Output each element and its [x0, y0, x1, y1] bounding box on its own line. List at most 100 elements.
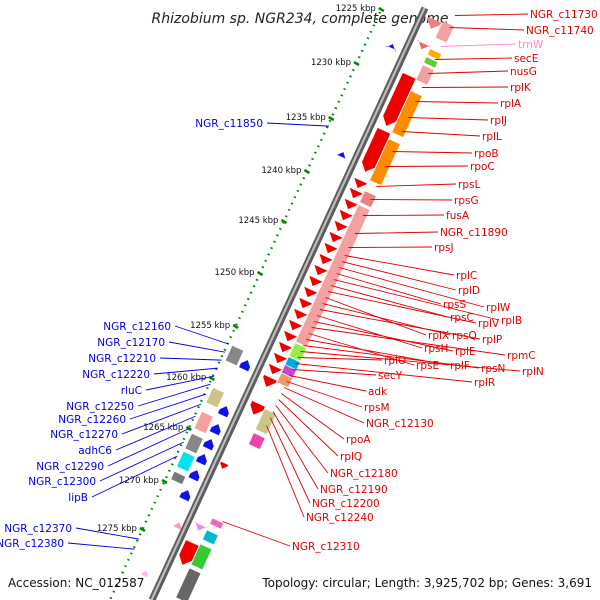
gene-arrow	[299, 297, 313, 309]
gene-arrow	[250, 400, 265, 415]
tick-label: 1275 kbp	[97, 524, 137, 534]
gene-label-fusa[interactable]: fusA	[446, 210, 470, 222]
right-leader-line	[354, 231, 439, 234]
tick-mark	[328, 115, 335, 122]
gene-label-ngr_c12250[interactable]: NGR_c12250	[66, 401, 134, 413]
gene-label-rplj[interactable]: rplJ	[490, 115, 507, 127]
right-leader-line	[333, 279, 500, 321]
right-leader-line	[415, 101, 499, 104]
gene-label-rplo[interactable]: rplO	[384, 355, 406, 367]
gene-arrow	[274, 352, 287, 364]
gene-label-ngr_c12130[interactable]: NGR_c12130	[366, 418, 434, 430]
gene-label-ngr_c12260[interactable]: NGR_c12260	[58, 414, 126, 426]
gene-label-nusg[interactable]: nusG	[510, 66, 537, 78]
gene-label-rpss[interactable]: rpsS	[443, 299, 466, 311]
gene-label-ngr_c12300[interactable]: NGR_c12300	[28, 476, 96, 488]
gene-label-ngr_c12270[interactable]: NGR_c12270	[50, 429, 118, 441]
gene-label-rpsg[interactable]: rpsG	[454, 195, 479, 207]
gene-label-rpob[interactable]: rpoB	[474, 148, 499, 160]
gene-label-ngr_c12310[interactable]: NGR_c12310	[292, 541, 360, 553]
left-leader-line	[91, 455, 178, 498]
gene-label-sece[interactable]: secE	[514, 53, 538, 65]
tick-mark	[232, 323, 239, 330]
gene-label-rpsm[interactable]: rpsM	[364, 402, 390, 414]
gene-label-rpsh[interactable]: rpsH	[424, 343, 448, 355]
gene-label-rpld[interactable]: rplD	[458, 285, 480, 297]
gene-block	[225, 345, 244, 366]
gene-label-rpsj[interactable]: rpsJ	[434, 242, 454, 254]
gene-label-rpsq[interactable]: rpsQ	[452, 330, 477, 342]
gene-label-rplb[interactable]: rplB	[501, 315, 522, 327]
right-leader-line	[311, 327, 506, 356]
left-leader-line	[107, 427, 191, 467]
right-leader-line	[286, 381, 363, 408]
gene-label-ngr_c12210[interactable]: NGR_c12210	[88, 353, 156, 365]
left-leader-line	[137, 383, 211, 407]
gene-label-rluc[interactable]: rluC	[121, 385, 142, 397]
left-leader-line	[174, 325, 229, 345]
gene-label-rplv[interactable]: rplV	[478, 318, 500, 330]
right-leader-line	[269, 417, 311, 504]
gene-label-rpln[interactable]: rplN	[522, 366, 544, 378]
gene-label-rplw[interactable]: rplW	[486, 302, 511, 314]
gene-label-ngr_c12160[interactable]: NGR_c12160	[103, 321, 171, 333]
gene-label-rpll[interactable]: rplL	[482, 131, 502, 143]
left-leader-line	[168, 341, 226, 353]
gene-label-rplf[interactable]: rplF	[450, 360, 470, 372]
gene-label-rplp[interactable]: rplP	[482, 334, 502, 346]
gene-label-ngr_c12170[interactable]: NGR_c12170	[97, 337, 165, 349]
gene-label-ngr_c12180[interactable]: NGR_c12180	[330, 468, 398, 480]
gene-label-secy[interactable]: secY	[378, 370, 403, 382]
gene-block	[360, 191, 376, 208]
gene-label-rplr[interactable]: rplR	[474, 377, 495, 389]
gene-label-rpsc[interactable]: rpsC	[450, 312, 474, 324]
gene-label-adhc6[interactable]: adhC6	[78, 445, 112, 457]
gene-label-ngr_c12290[interactable]: NGR_c12290	[36, 461, 104, 473]
gene-label-adk[interactable]: adk	[368, 386, 388, 398]
gene-label-ngr_c12370[interactable]: NGR_c12370	[4, 523, 72, 535]
gene-arrow	[194, 520, 208, 531]
gene-label-ngr_c11890[interactable]: NGR_c11890	[440, 227, 508, 239]
gene-label-ngr_c11740[interactable]: NGR_c11740	[526, 25, 594, 37]
gene-label-ngr_c12240[interactable]: NGR_c12240	[306, 512, 374, 524]
gene-label-rpmc[interactable]: rpmC	[507, 350, 536, 362]
gene-label-rplc[interactable]: rplC	[456, 270, 477, 282]
gene-label-ngr_c11850[interactable]: NGR_c11850	[195, 118, 263, 130]
tick-mark	[303, 168, 311, 175]
gene-arrow	[179, 490, 191, 502]
gene-label-ngr_c12200[interactable]: NGR_c12200	[312, 498, 380, 510]
gene-label-trnw[interactable]: trnW	[518, 39, 544, 51]
gene-label-rpla[interactable]: rplA	[500, 98, 522, 110]
right-leader-line	[421, 86, 509, 88]
gene-label-ngr_c12190[interactable]: NGR_c12190	[320, 484, 388, 496]
gene-arrow	[239, 360, 251, 372]
tick-label: 1260 kbp	[166, 373, 206, 383]
left-leader-line	[99, 441, 184, 482]
gene-label-ngr_c11730[interactable]: NGR_c11730	[530, 9, 598, 21]
gene-label-lipb[interactable]: lipB	[68, 492, 88, 504]
gene-arrow	[336, 152, 346, 160]
gene-label-rpoc[interactable]: rpoC	[470, 161, 495, 173]
gene-label-rplk[interactable]: rplK	[510, 82, 532, 94]
gene-label-rpsn[interactable]: rpsN	[481, 363, 505, 375]
right-leader-line	[376, 183, 457, 187]
gene-label-ngr_c12380[interactable]: NGR_c12380	[0, 538, 64, 550]
gene-block	[194, 411, 213, 434]
gene-arrow	[304, 286, 318, 298]
gene-arrow	[217, 406, 229, 418]
gene-label-rple[interactable]: rplE	[455, 346, 476, 358]
right-leader-line	[316, 315, 423, 349]
gene-label-rpse[interactable]: rpsE	[416, 360, 439, 372]
map-title: Rhizobium sp. NGR234, complete genome	[152, 11, 449, 27]
right-leader-line	[328, 291, 477, 324]
gene-label-ngr_c12220[interactable]: NGR_c12220	[82, 369, 150, 381]
tick-mark	[208, 375, 215, 382]
tick-rail	[108, 11, 382, 600]
left-leader-line	[67, 542, 135, 550]
gene-label-rpsl[interactable]: rpsL	[458, 179, 480, 191]
gene-label-rplx[interactable]: rplX	[428, 330, 449, 342]
gene-label-rpoa[interactable]: rpoA	[346, 434, 371, 446]
gene-label-rplq[interactable]: rplQ	[340, 451, 362, 463]
